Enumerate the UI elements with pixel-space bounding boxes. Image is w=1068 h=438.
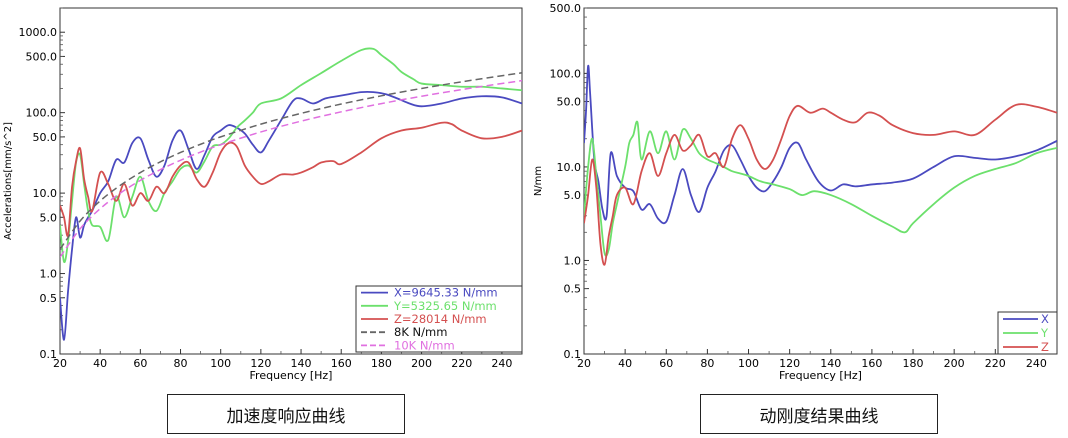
left-xtick-label: 20 (53, 357, 67, 370)
left-legend-label-y: Y=5325.65 N/mm (393, 299, 497, 313)
left-legend-label-10k: 10K N/mm (394, 338, 455, 352)
left-xtick-label: 220 (451, 357, 472, 370)
left-ytick-label: 500.0 (26, 50, 58, 63)
left-xtick-label: 60 (133, 357, 147, 370)
left-ytick-label: 1000.0 (19, 26, 58, 39)
left-x-axis-label: Frequency [Hz] (250, 369, 333, 382)
left-xtick-label: 120 (250, 357, 271, 370)
left-xtick-label: 180 (371, 357, 392, 370)
left-ytick-label: 0.5 (40, 292, 58, 305)
left-xtick-label: 100 (210, 357, 231, 370)
left-xtick-label: 40 (93, 357, 107, 370)
left-y-axis-label: Accelerations[mm/s^2] (3, 122, 14, 240)
left-xtick-label: 240 (491, 357, 512, 370)
left-series-z-line (60, 121, 522, 237)
left-ytick-label: 10.0 (33, 187, 58, 200)
left-ytick-label: 50.0 (33, 131, 58, 144)
left-ytick-label: 100.0 (26, 107, 58, 120)
left-xtick-label: 160 (331, 357, 352, 370)
left-xtick-label: 140 (291, 357, 312, 370)
left-ytick-label: 5.0 (40, 211, 58, 224)
caption-right: 动刚度结果曲线 (700, 394, 938, 434)
left-ytick-label: 0.1 (40, 348, 58, 361)
left-series-10k-line (60, 79, 522, 258)
left-series-8k-line (60, 72, 522, 250)
left-legend-label-x: X=9645.33 N/mm (394, 286, 498, 300)
caption-left: 加速度响应曲线 (167, 394, 405, 434)
left-ytick-label: 1.0 (40, 268, 58, 281)
left-plot-area (59, 7, 523, 355)
left-series-y-line (60, 47, 522, 264)
left-legend-label-8k: 8K N/mm (394, 325, 447, 339)
left-legend-label-z: Z=28014 N/mm (394, 312, 487, 326)
left-xtick-label: 80 (174, 357, 188, 370)
left-xtick-label: 200 (411, 357, 432, 370)
